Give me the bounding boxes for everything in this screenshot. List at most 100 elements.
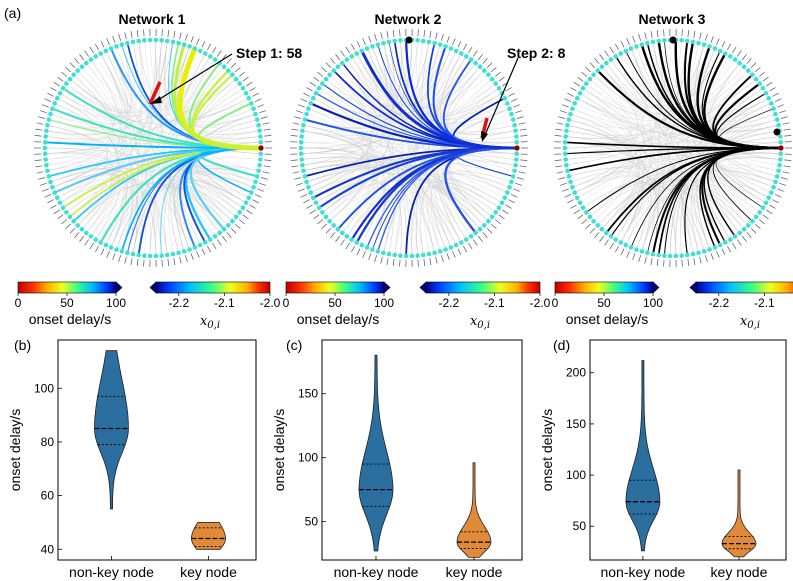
network-node	[493, 210, 499, 215]
node-label-mark	[262, 122, 270, 125]
network-node	[370, 44, 375, 49]
node-label-mark	[161, 259, 163, 267]
node-label-mark	[309, 209, 316, 215]
node-label-mark	[36, 171, 44, 174]
node-label-mark	[502, 209, 509, 215]
network-node	[136, 38, 141, 44]
node-label-mark	[306, 87, 313, 92]
node-label-mark	[782, 171, 790, 174]
background-edge	[565, 40, 666, 154]
network-node	[565, 168, 570, 174]
node-label-mark	[362, 251, 366, 258]
network-node	[93, 54, 98, 59]
network-node	[212, 234, 218, 239]
background-edge	[565, 59, 736, 139]
background-edge	[601, 46, 710, 230]
network-node	[513, 162, 518, 168]
background-edge	[132, 108, 254, 255]
background-edge	[565, 157, 721, 246]
network-node	[50, 106, 55, 111]
node-label-mark	[581, 219, 588, 225]
node-label-mark	[663, 259, 665, 267]
network-node	[717, 242, 723, 248]
node-label-mark	[781, 177, 788, 180]
background-edge	[95, 56, 233, 222]
network-node	[776, 168, 781, 174]
network-node	[577, 90, 583, 96]
network-node	[299, 157, 304, 162]
network-node	[502, 195, 508, 201]
network-node	[656, 38, 661, 44]
node-label-mark	[47, 199, 54, 204]
node-label-mark	[130, 31, 133, 38]
y-tick-label: 100	[298, 451, 318, 465]
network-node	[513, 128, 518, 134]
highlighted-edge	[707, 147, 782, 237]
network-node	[737, 230, 742, 236]
network-node	[64, 210, 69, 215]
node-label-mark	[65, 223, 71, 229]
network-node	[233, 76, 239, 82]
network-node	[426, 251, 432, 257]
node-label-mark	[687, 30, 690, 38]
node-label-mark	[429, 31, 432, 38]
background-edge	[62, 59, 121, 117]
network-node	[712, 46, 718, 51]
network-node	[409, 253, 415, 259]
node-label-mark	[184, 255, 188, 263]
network-node	[313, 200, 319, 206]
node-label-mark	[710, 35, 714, 43]
network-node	[335, 227, 341, 232]
node-label-mark	[567, 92, 574, 97]
network-node	[240, 205, 246, 210]
network-node	[591, 219, 596, 224]
node-label-mark	[494, 71, 501, 77]
node-label-mark	[226, 58, 232, 64]
node-label-mark	[313, 214, 320, 220]
network-node	[510, 174, 516, 179]
node-label-mark	[440, 33, 444, 41]
node-label-mark	[650, 258, 653, 265]
background-edge	[565, 62, 740, 160]
background-edge	[322, 182, 389, 252]
violin-panel-c: 50 100 150 onset delay/s non-key node key nod…	[271, 339, 523, 580]
network-node	[181, 249, 187, 254]
background-edge	[586, 181, 726, 243]
background-edge	[636, 43, 660, 250]
node-label-mark	[386, 31, 389, 38]
node-label-mark	[291, 128, 299, 131]
background-edge	[565, 152, 658, 255]
network-node	[253, 179, 258, 185]
network-node	[766, 195, 772, 201]
highlighted-edge	[565, 141, 782, 149]
network-node	[774, 117, 780, 122]
network-node	[258, 134, 263, 139]
network-node	[568, 179, 573, 185]
node-label-mark	[774, 193, 782, 198]
network-node	[685, 38, 690, 44]
network-node	[310, 195, 316, 201]
node-label-mark	[520, 135, 528, 137]
network-node	[650, 251, 656, 257]
colorbar-tick-label: 50	[597, 296, 611, 310]
network-node	[340, 230, 345, 236]
node-label-mark	[190, 253, 194, 261]
network-node	[253, 111, 258, 117]
node-label-mark	[468, 46, 473, 54]
node-label-mark	[61, 219, 68, 225]
network-node	[331, 223, 337, 228]
background-edge	[149, 39, 249, 118]
network-node	[415, 253, 420, 258]
network-node	[230, 219, 235, 224]
highlighted-edge	[120, 147, 262, 252]
node-label-mark	[374, 255, 378, 263]
x-tick-label: key node	[180, 564, 237, 580]
background-edge	[86, 40, 143, 234]
node-label-mark	[249, 87, 256, 92]
node-label-mark	[644, 256, 647, 264]
network-node	[52, 101, 57, 106]
network-node	[437, 249, 443, 254]
background-edge	[62, 48, 128, 208]
background-edge	[57, 97, 201, 246]
node-label-mark	[294, 116, 301, 119]
